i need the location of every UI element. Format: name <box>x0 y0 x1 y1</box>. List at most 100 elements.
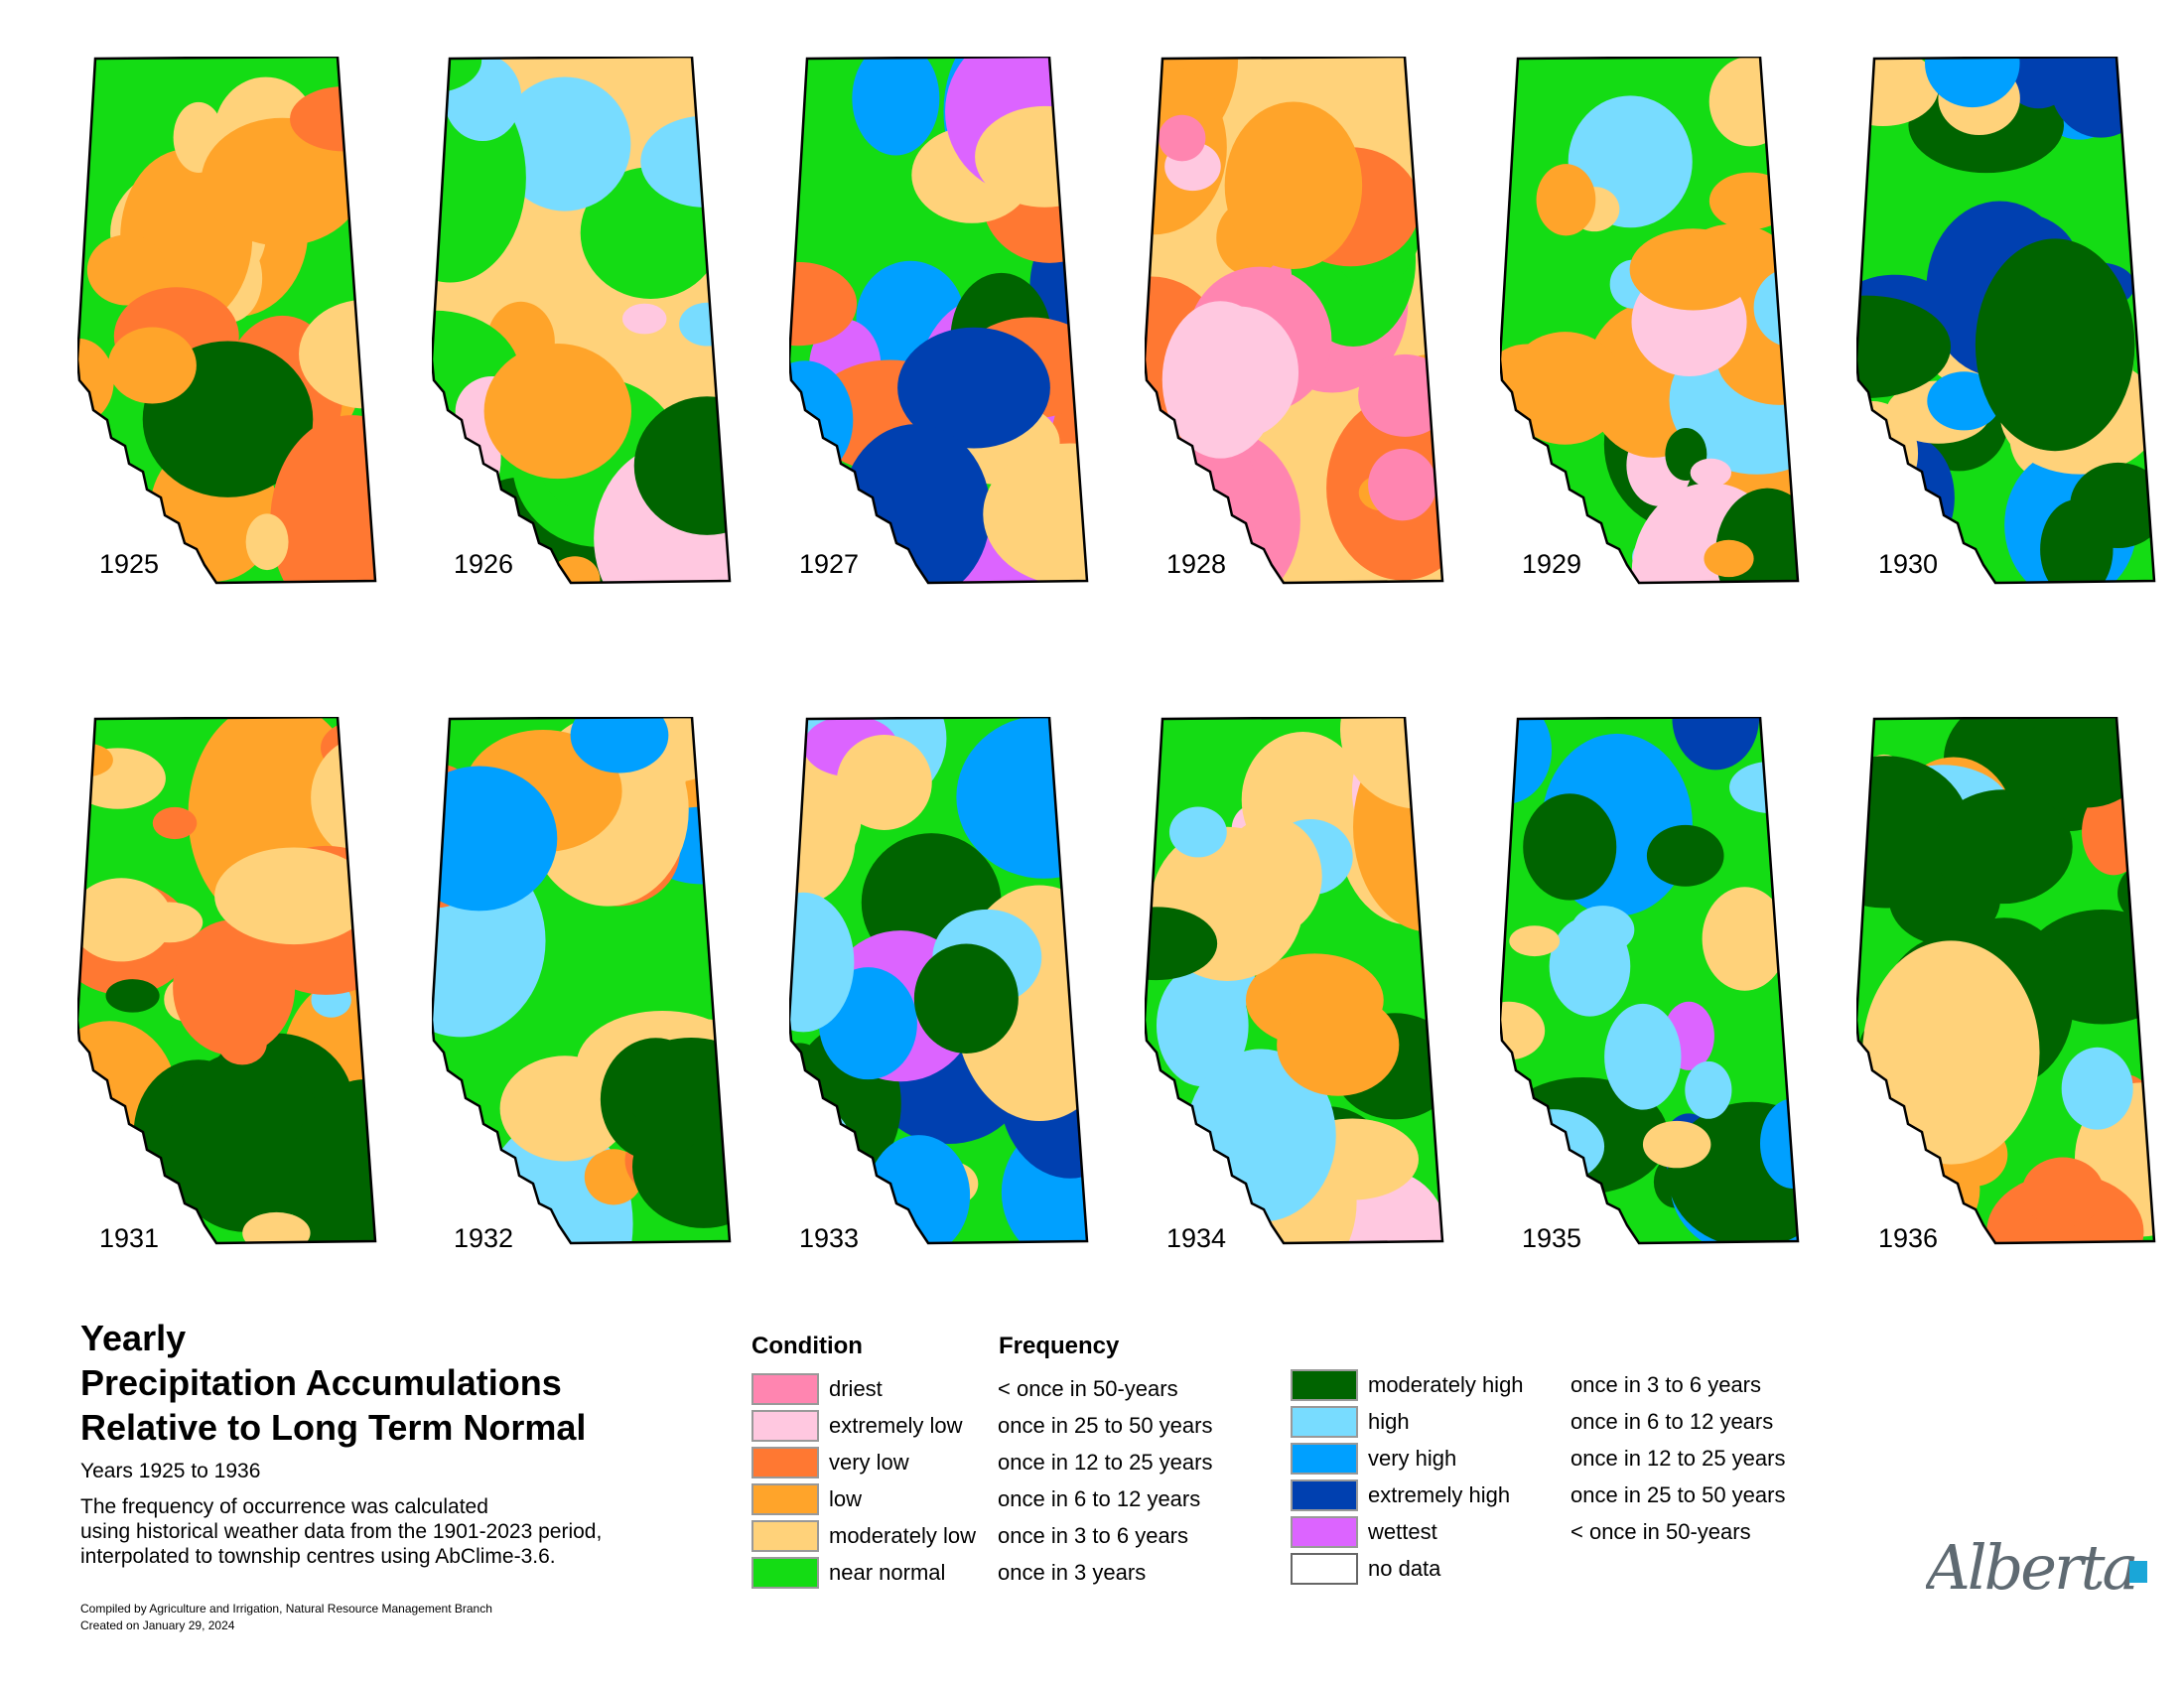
map-title: Yearly Precipitation Accumulations Relat… <box>80 1316 586 1450</box>
map-region <box>1368 448 1437 521</box>
legend-swatch <box>751 1482 819 1515</box>
legend-condition-header: Condition <box>751 1333 863 1359</box>
map-region <box>852 57 940 156</box>
legend-condition: near normal <box>829 1559 946 1585</box>
province-outline <box>789 57 1089 585</box>
map-region <box>1862 940 2040 1165</box>
map-region <box>549 556 601 583</box>
map-region <box>1685 1060 1732 1119</box>
year-label: 1927 <box>799 549 860 579</box>
map-region <box>242 1211 311 1243</box>
map-region <box>1156 964 1249 1087</box>
map-region <box>679 302 730 347</box>
map-region <box>270 415 375 583</box>
legend-condition: driest <box>829 1375 883 1401</box>
year-label: 1926 <box>454 549 514 579</box>
legend-swatch <box>1291 1405 1358 1438</box>
legend-frequency: < once in 50-years <box>1570 1518 1751 1544</box>
legend-frequency: once in 6 to 12 years <box>1570 1408 1774 1434</box>
logo-wordmark: Alberta <box>1926 1531 2136 1604</box>
map-region <box>86 234 167 306</box>
year-map-1929: 1929 <box>1500 57 1808 593</box>
legend-swatch <box>1291 1552 1358 1585</box>
description-line: using historical weather data from the 1… <box>80 1520 603 1543</box>
legend-item: extremely low once in 25 to 50 years <box>751 1408 1212 1443</box>
map-region <box>201 117 364 246</box>
alberta-logo: Alberta <box>1921 1514 2154 1609</box>
legend-condition: wettest <box>1368 1518 1437 1544</box>
map-region <box>1220 816 1322 936</box>
legend-condition: moderately low <box>829 1522 976 1548</box>
year-map-1931: 1931 <box>77 717 385 1253</box>
legend-item: near normal once in 3 years <box>751 1555 1146 1590</box>
legend-swatch <box>1291 1515 1358 1548</box>
map-region <box>2061 1047 2133 1130</box>
map-region <box>867 1135 971 1243</box>
legend-item: very low once in 12 to 25 years <box>751 1445 1212 1479</box>
legend-frequency-header: Frequency <box>999 1333 1120 1359</box>
map-region <box>1690 458 1732 488</box>
province-outline <box>1856 717 2156 1245</box>
legend-swatch <box>751 1409 819 1442</box>
map-region <box>483 344 631 480</box>
legend-frequency: once in 25 to 50 years <box>998 1412 1213 1438</box>
year-label: 1936 <box>1878 1223 1939 1253</box>
map-region <box>499 1055 630 1162</box>
map-region <box>956 717 1087 879</box>
legend-frequency: < once in 50-years <box>998 1375 1178 1401</box>
map-region <box>1502 1109 1605 1184</box>
map-region <box>107 327 197 404</box>
year-map-1935: 1935 <box>1500 717 1808 1253</box>
compiled-by: Compiled by Agriculture and Irrigation, … <box>80 1602 492 1616</box>
legend-item: no data <box>1291 1551 1570 1586</box>
year-map-1925: 1925 <box>77 57 385 593</box>
map-region <box>1178 306 1299 439</box>
title-line: Precipitation Accumulations <box>80 1362 562 1403</box>
year-label: 1933 <box>799 1223 860 1253</box>
legend-condition: moderately high <box>1368 1371 1524 1397</box>
legend-item: high once in 6 to 12 years <box>1291 1404 1773 1439</box>
province-outline <box>77 57 377 585</box>
year-label: 1932 <box>454 1223 514 1253</box>
legend-item: wettest < once in 50-years <box>1291 1514 1751 1549</box>
legend-frequency: once in 25 to 50 years <box>1570 1481 1786 1507</box>
legend-item: very high once in 12 to 25 years <box>1291 1441 1785 1476</box>
map-region <box>983 443 1087 583</box>
map-region <box>1975 238 2135 452</box>
legend-swatch <box>751 1372 819 1405</box>
map-region <box>152 806 198 840</box>
province-outline <box>1500 717 1800 1245</box>
description: The frequency of occurrence was calculat… <box>80 1494 716 1569</box>
map-region <box>1500 1001 1546 1060</box>
map-region <box>245 513 289 571</box>
legend-swatch <box>1291 1368 1358 1401</box>
map-region <box>1523 793 1617 901</box>
legend-condition: very low <box>829 1449 909 1475</box>
legend-condition: high <box>1368 1408 1410 1434</box>
map-region <box>789 892 855 1033</box>
map-region <box>173 919 296 1056</box>
map-region <box>1646 824 1724 887</box>
map-region <box>1702 887 1788 991</box>
province-outline <box>1500 57 1800 585</box>
map-region <box>1509 925 1561 957</box>
map-region <box>791 1109 853 1189</box>
logo-square <box>2129 1561 2147 1583</box>
map-region <box>633 396 730 535</box>
year-map-1930: 1930 <box>1856 57 2164 593</box>
year-map-1934: 1934 <box>1145 717 1452 1253</box>
map-region <box>1715 309 1798 405</box>
map-region <box>570 717 669 774</box>
year-label: 1929 <box>1522 549 1582 579</box>
year-label: 1928 <box>1166 549 1227 579</box>
title-line: Yearly <box>80 1318 187 1358</box>
legend-frequency: once in 3 to 6 years <box>998 1522 1189 1548</box>
map-region <box>1277 993 1400 1096</box>
map-region <box>836 735 932 830</box>
map-region <box>1145 907 1218 981</box>
legend-condition: very high <box>1368 1445 1457 1471</box>
map-region <box>789 261 858 347</box>
legend-condition: low <box>829 1485 863 1511</box>
map-region <box>1500 477 1537 521</box>
